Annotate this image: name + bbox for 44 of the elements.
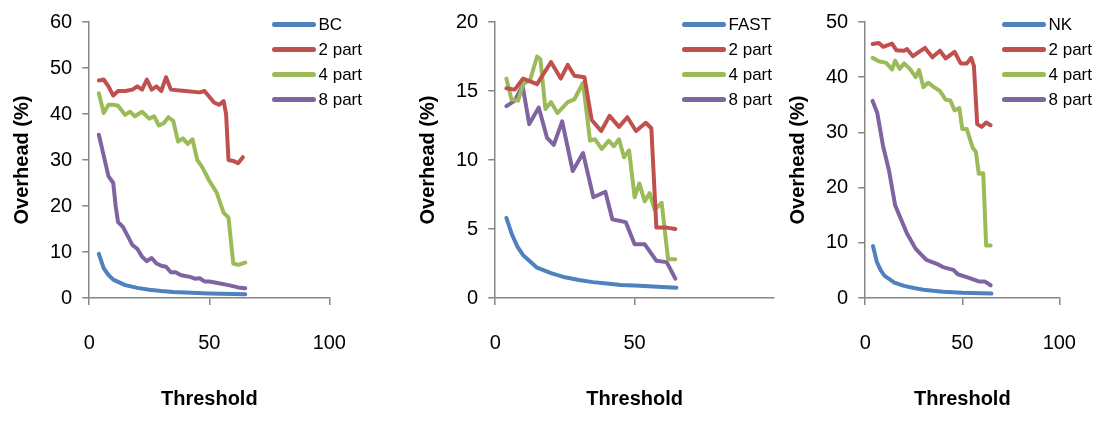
x-tick-label: 100 — [312, 330, 346, 353]
y-axis-title: Overhead (%) — [415, 95, 438, 225]
y-tick-label: 10 — [826, 230, 849, 253]
y-axis-title: Overhead (%) — [9, 95, 32, 225]
y-tick-label: 20 — [50, 193, 73, 216]
legend-label: 4 part — [318, 64, 362, 86]
y-tick-label: 30 — [50, 147, 73, 170]
legend-label: 2 part — [1048, 39, 1092, 61]
x-axis-title: Threshold — [586, 386, 683, 409]
y-tick-label: 20 — [456, 9, 479, 32]
x-tick-label: 100 — [1042, 330, 1076, 353]
legend-label: 8 part — [318, 89, 362, 111]
legend-label: 8 part — [728, 89, 772, 111]
y-axis-title: Overhead (%) — [785, 95, 808, 225]
x-axis-title: Threshold — [913, 386, 1011, 409]
y-tick-label: 5 — [467, 216, 479, 239]
legend-label: 2 part — [728, 39, 772, 61]
y-tick-label: 10 — [456, 147, 479, 170]
x-tick-label: 0 — [83, 330, 95, 353]
x-tick-label: 50 — [198, 330, 221, 353]
legend-label: 4 part — [728, 64, 772, 86]
legend-label: BC — [318, 14, 343, 36]
x-tick-label: 0 — [859, 330, 871, 353]
y-tick-label: 60 — [50, 9, 73, 32]
y-tick-label: 0 — [467, 285, 479, 308]
y-tick-label: 40 — [826, 64, 849, 87]
legend-label: NK — [1048, 14, 1073, 36]
x-tick-label: 50 — [623, 330, 646, 353]
legend-label: FAST — [728, 14, 772, 36]
x-axis-title: Threshold — [160, 386, 258, 409]
legend-label: 4 part — [1048, 64, 1092, 86]
y-tick-label: 15 — [456, 78, 479, 101]
legend-label: 8 part — [1048, 89, 1092, 111]
x-tick-label: 50 — [951, 330, 974, 353]
y-tick-label: 40 — [50, 101, 73, 124]
y-tick-label: 10 — [50, 239, 73, 262]
y-tick-label: 50 — [826, 9, 849, 32]
x-tick-label: 0 — [489, 330, 501, 353]
y-tick-label: 0 — [837, 285, 849, 308]
y-tick-label: 0 — [61, 285, 73, 308]
y-tick-label: 50 — [50, 55, 73, 78]
y-tick-label: 20 — [826, 175, 849, 198]
legend-label: 2 part — [318, 39, 362, 61]
y-tick-label: 30 — [826, 119, 849, 142]
